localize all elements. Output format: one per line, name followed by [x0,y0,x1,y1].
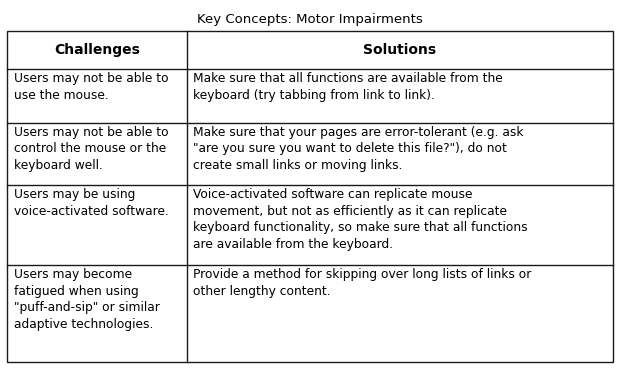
Text: Users may not be able to
use the mouse.: Users may not be able to use the mouse. [14,72,168,102]
Text: Challenges: Challenges [55,44,140,58]
Text: Key Concepts: Motor Impairments: Key Concepts: Motor Impairments [197,13,423,25]
Text: Users may not be able to
control the mouse or the
keyboard well.: Users may not be able to control the mou… [14,125,168,172]
Bar [7,31,613,362]
Text: Users may become
fatigued when using
"puff-and-sip" or similar
adaptive technolo: Users may become fatigued when using "pu… [14,268,159,331]
Text: Solutions: Solutions [363,44,436,58]
Text: Provide a method for skipping over long lists of links or
other lengthy content.: Provide a method for skipping over long … [193,268,532,298]
Text: Voice-activated software can replicate mouse
movement, but not as efficiently as: Voice-activated software can replicate m… [193,189,528,251]
Text: Make sure that all functions are available from the
keyboard (try tabbing from l: Make sure that all functions are availab… [193,72,503,102]
Text: Make sure that your pages are error-tolerant (e.g. ask
"are you sure you want to: Make sure that your pages are error-tole… [193,125,524,172]
Text: Users may be using
voice-activated software.: Users may be using voice-activated softw… [14,189,169,218]
